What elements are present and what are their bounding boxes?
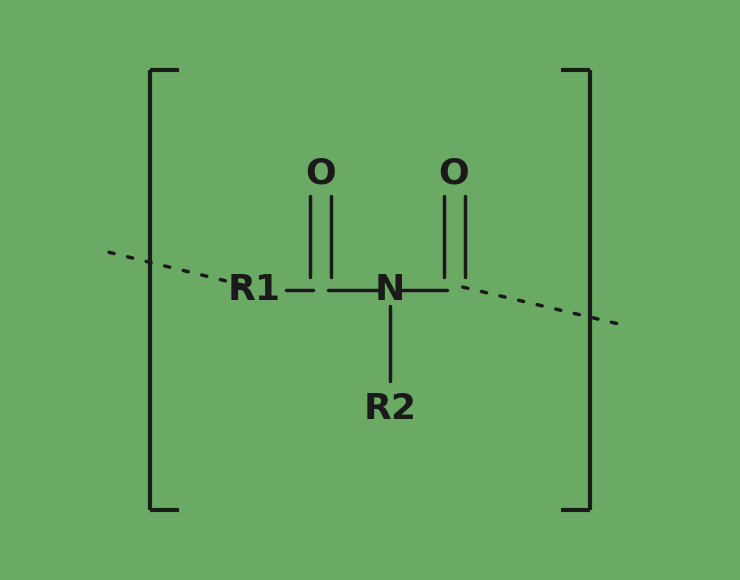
Text: R2: R2 [364, 392, 417, 426]
Text: O: O [439, 157, 469, 191]
Text: N: N [375, 273, 406, 307]
Text: O: O [306, 157, 336, 191]
Text: R1: R1 [227, 273, 280, 307]
